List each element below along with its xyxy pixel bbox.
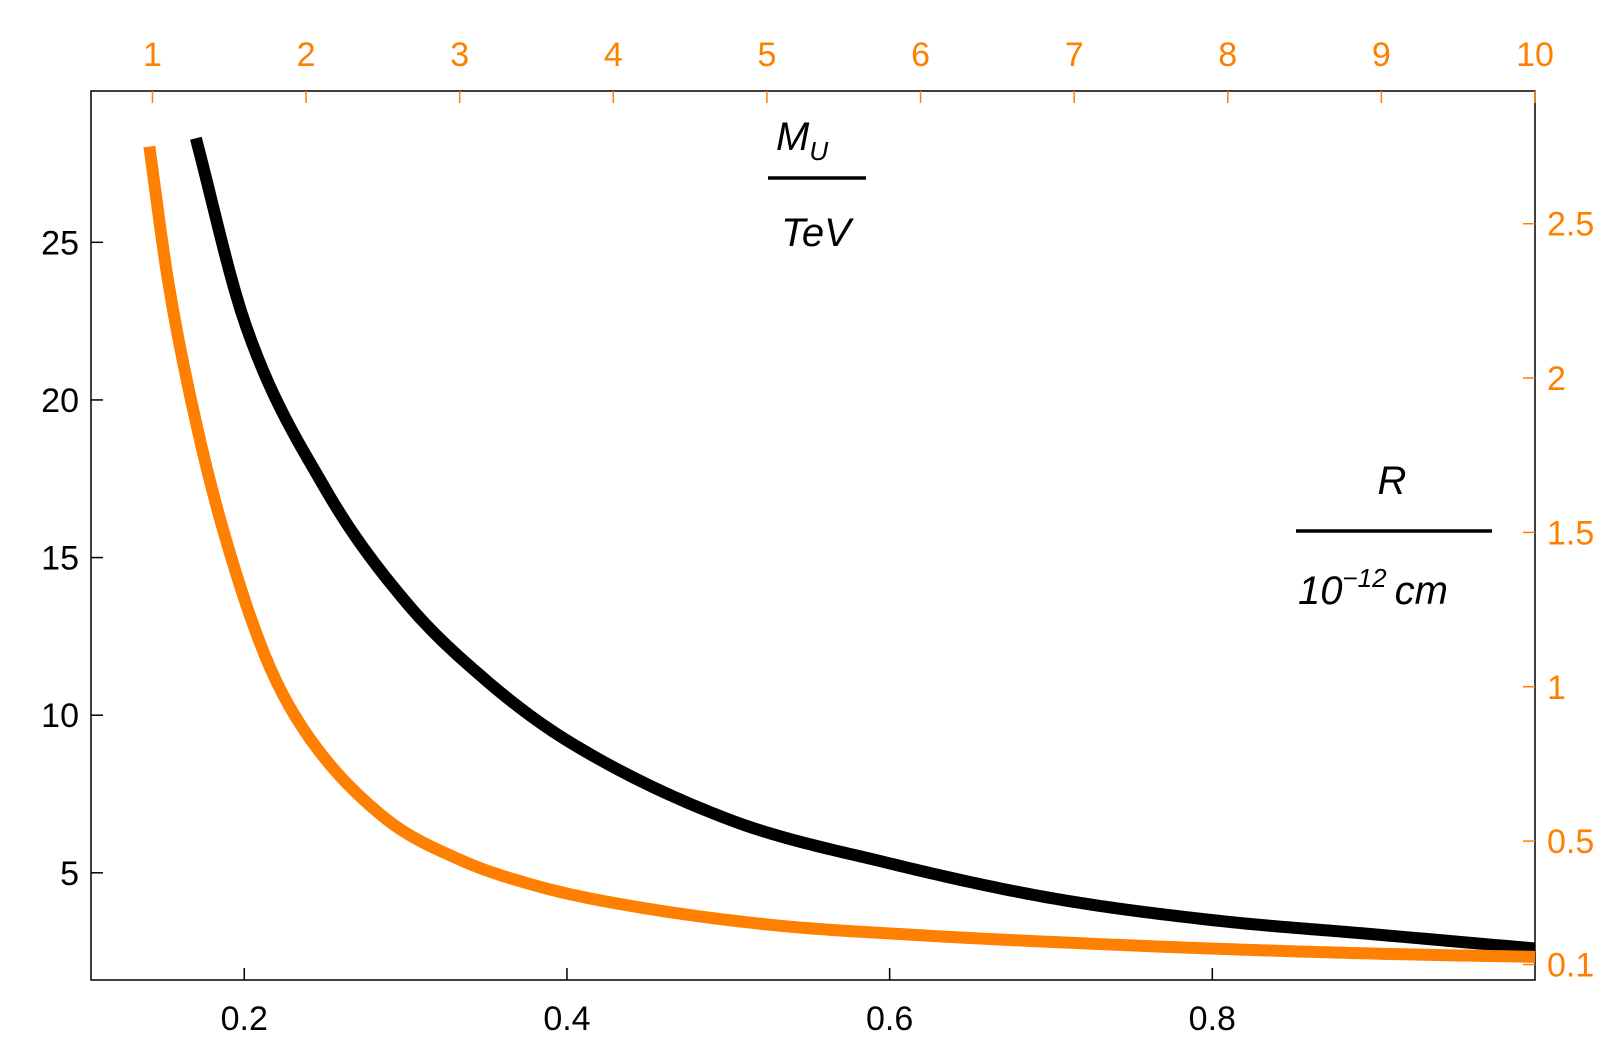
series-line-orange (143, 145, 1536, 963)
top-axis-tick-label: 3 (450, 36, 469, 74)
r-axis-title: R 10−12 cm (1296, 459, 1492, 613)
bottom-axis-tick-label: 0.8 (1189, 1000, 1236, 1038)
right-axis-tick-label: 0.1 (1547, 947, 1594, 985)
right-axis-tick-label: 0.5 (1547, 823, 1594, 861)
right-axis-tick-label: 2 (1547, 360, 1566, 398)
top-axis-tick-label: 9 (1372, 36, 1391, 74)
bottom-axis-tick-label: 0.2 (221, 1000, 268, 1038)
left-axis-tick-label: 15 (41, 540, 79, 578)
top-axis-tick-label: 1 (143, 36, 162, 74)
left-axis-tick-label: 20 (41, 382, 79, 420)
top-axis-tick-label: 5 (757, 36, 776, 74)
top-axis-tick-label: 2 (297, 36, 316, 74)
plot-frame (90, 90, 1536, 981)
left-axis-tick-label: 10 (41, 697, 79, 735)
ticks-layer: 0.2 0.4 0.6 0.8 5 10 15 20 25 1 2 3 4 5 6 7 8 9 10 0.1 0.5 1 1… (41, 36, 1594, 1038)
bottom-axis-tick-label: 0.4 (543, 1000, 590, 1038)
r-label-denominator: 10−12 cm (1298, 563, 1448, 613)
right-axis-tick-label: 1 (1547, 669, 1566, 707)
top-axis-tick-label: 7 (1065, 36, 1084, 74)
series-layer (143, 136, 1536, 963)
left-axis-tick-label: 5 (60, 855, 79, 893)
right-axis-tick-label: 1.5 (1547, 514, 1594, 552)
top-axis-tick-label: 6 (911, 36, 930, 74)
r-label-numerator: R (1378, 459, 1407, 503)
mu-label-denominator: TeV (781, 211, 854, 255)
bottom-axis-tick-label: 0.6 (866, 1000, 913, 1038)
mu-label-main: MU (776, 115, 828, 166)
top-axis-tick-label: 10 (1516, 36, 1554, 74)
top-axis-tick-label: 8 (1218, 36, 1237, 74)
top-axis-tick-label: 4 (604, 36, 623, 74)
left-axis-tick-label: 25 (41, 224, 79, 262)
right-axis-tick-label: 2.5 (1547, 206, 1594, 244)
series-line-black (190, 136, 1536, 955)
mu-axis-title: MU TeV (768, 115, 866, 255)
